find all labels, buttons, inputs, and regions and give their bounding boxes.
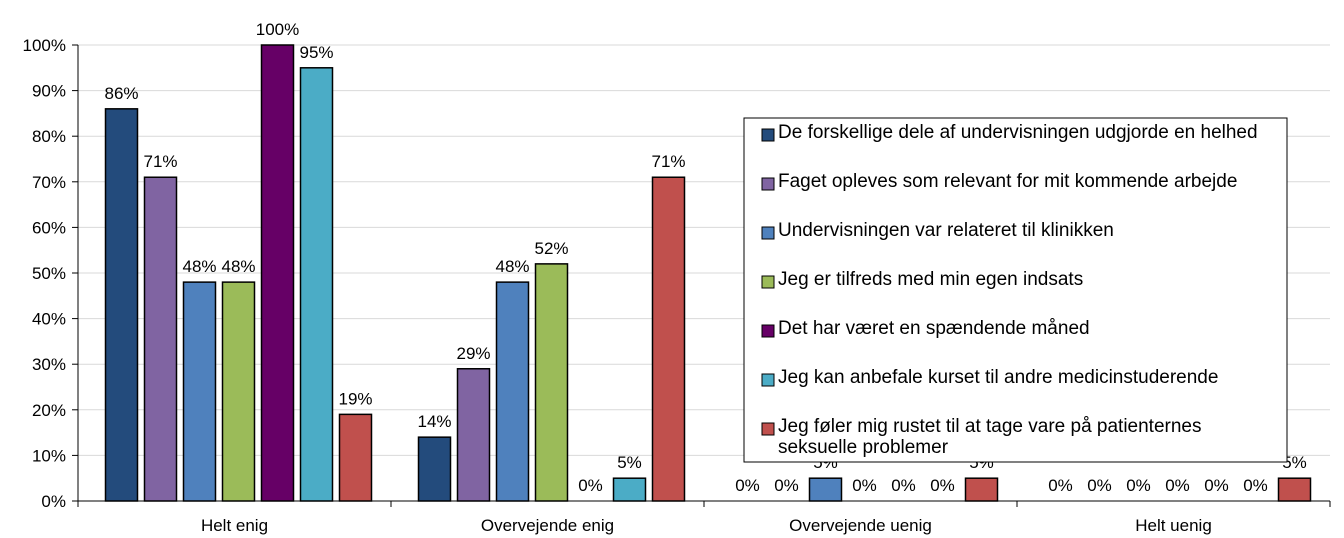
y-tick-label: 30% <box>32 355 66 374</box>
data-label: 0% <box>1204 476 1229 495</box>
data-label: 71% <box>143 152 177 171</box>
data-label: 0% <box>852 476 877 495</box>
legend-entry: Faget opleves som relevant for mit komme… <box>778 171 1238 192</box>
legend-swatch <box>761 373 775 387</box>
legend-entry: Undervisningen var relateret til klinikk… <box>778 220 1114 241</box>
data-label: 19% <box>338 389 372 408</box>
bar <box>495 281 530 502</box>
legend-entry: De forskellige dele af undervisningen ud… <box>778 122 1258 143</box>
bar <box>651 176 686 502</box>
y-tick-label: 10% <box>32 446 66 465</box>
data-label: 29% <box>456 344 490 363</box>
bar <box>260 44 295 502</box>
data-label: 0% <box>774 476 799 495</box>
bar <box>221 281 256 502</box>
data-label: 95% <box>299 43 333 62</box>
data-label: 0% <box>735 476 760 495</box>
data-label: 48% <box>221 257 255 276</box>
y-tick-label: 0% <box>41 492 66 511</box>
bar <box>456 368 491 502</box>
legend-label: De forskellige dele af undervisningen ud… <box>778 122 1258 143</box>
legend-label: Jeg kan anbefale kurset til andre medici… <box>778 367 1219 388</box>
y-tick-label: 90% <box>32 82 66 101</box>
y-tick-label: 80% <box>32 127 66 146</box>
legend-swatch <box>761 324 775 338</box>
y-tick-label: 100% <box>23 36 66 55</box>
y-tick-label: 60% <box>32 218 66 237</box>
y-tick-label: 20% <box>32 401 66 420</box>
legend-swatch <box>761 226 775 240</box>
data-label: 0% <box>578 476 603 495</box>
x-tick-label: Overvejende enig <box>481 516 614 535</box>
data-label: 5% <box>1282 453 1307 472</box>
legend-entry: Jeg kan anbefale kurset til andre medici… <box>778 367 1219 388</box>
legend-box <box>743 117 1288 463</box>
data-label: 48% <box>182 257 216 276</box>
legend-label: Det har været en spændende måned <box>778 318 1090 339</box>
bar <box>808 477 843 502</box>
legend-label: Undervisningen var relateret til klinikk… <box>778 220 1114 241</box>
legend-entry: Jeg er tilfreds med min egen indsats <box>778 269 1084 290</box>
legend-entry: Det har været en spændende måned <box>778 318 1090 339</box>
data-label: 48% <box>495 257 529 276</box>
data-label: 0% <box>1048 476 1073 495</box>
data-label: 0% <box>1243 476 1268 495</box>
x-tick-label: Helt uenig <box>1135 516 1212 535</box>
data-label: 100% <box>256 20 299 39</box>
bar <box>299 67 334 502</box>
legend-label: Jeg føler mig rustet til at tage vare på… <box>778 416 1202 458</box>
data-label: 0% <box>1087 476 1112 495</box>
legend-label: Jeg er tilfreds med min egen indsats <box>778 269 1084 290</box>
data-label: 71% <box>651 152 685 171</box>
legend-swatch <box>761 128 775 142</box>
data-label: 5% <box>617 453 642 472</box>
legend-swatch <box>761 275 775 289</box>
y-tick-label: 50% <box>32 264 66 283</box>
data-label: 52% <box>534 239 568 258</box>
bar <box>1277 477 1312 502</box>
bar <box>182 281 217 502</box>
data-label: 0% <box>1165 476 1190 495</box>
legend-swatch <box>761 177 775 191</box>
bar <box>104 108 139 502</box>
data-label: 0% <box>891 476 916 495</box>
bar <box>612 477 647 502</box>
bar <box>338 413 373 502</box>
y-tick-label: 40% <box>32 310 66 329</box>
y-tick-label: 70% <box>32 173 66 192</box>
data-label: 0% <box>930 476 955 495</box>
bar <box>964 477 999 502</box>
bar <box>534 263 569 502</box>
data-label: 86% <box>104 84 138 103</box>
legend-swatch <box>761 422 775 436</box>
data-label: 0% <box>1126 476 1151 495</box>
bar <box>417 436 452 502</box>
x-tick-label: Helt enig <box>201 516 268 535</box>
bar <box>143 176 178 502</box>
data-label: 14% <box>417 412 451 431</box>
legend-label: Faget opleves som relevant for mit komme… <box>778 171 1238 192</box>
legend-entry: Jeg føler mig rustet til at tage vare på… <box>778 416 1202 458</box>
x-tick-label: Overvejende uenig <box>789 516 932 535</box>
